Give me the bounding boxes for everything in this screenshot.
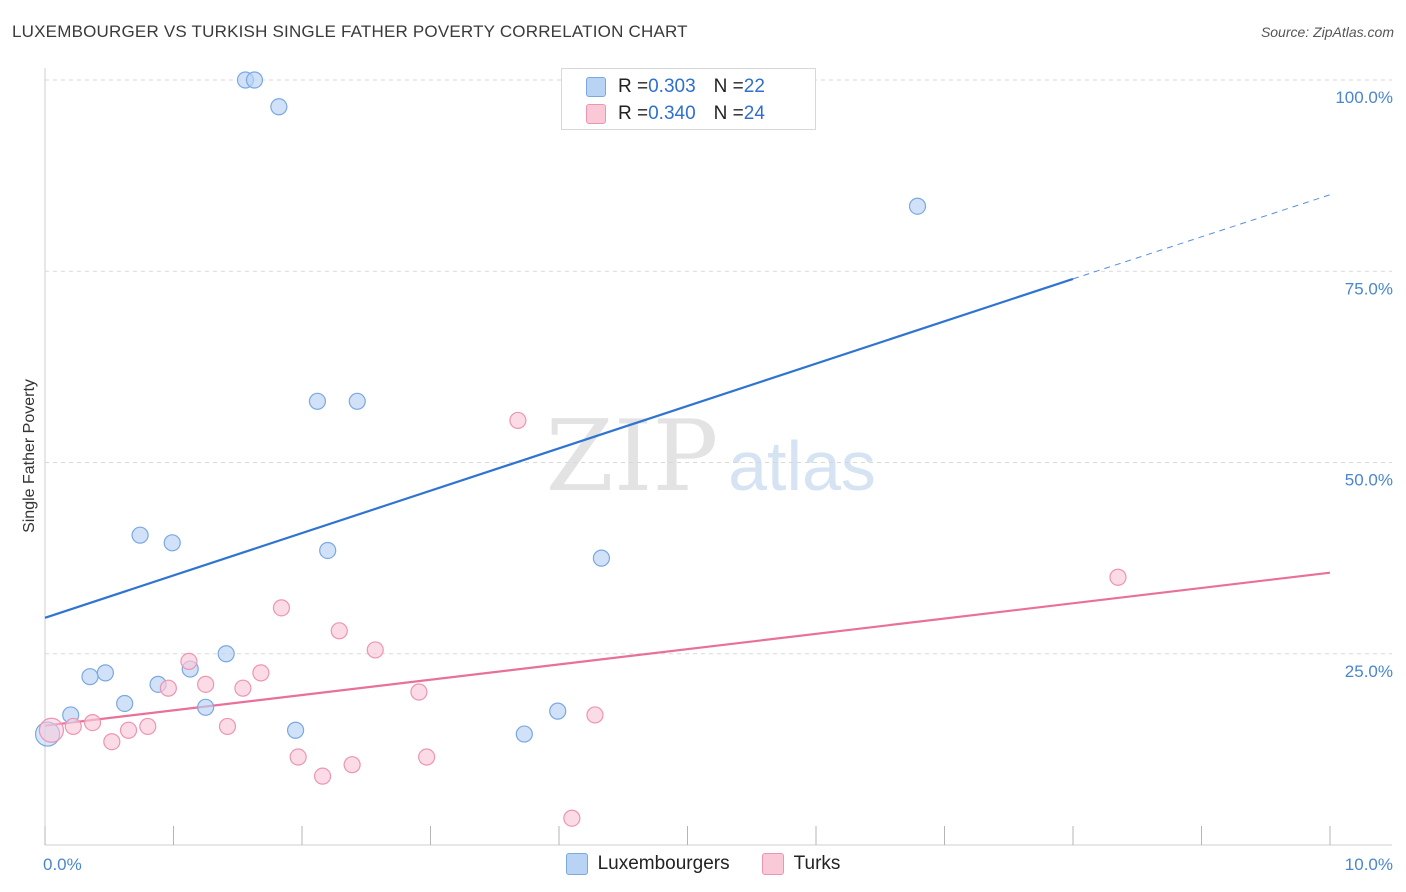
legend-label-turks: Turks bbox=[793, 853, 841, 874]
legend-r-label: R = bbox=[618, 103, 649, 124]
series-legend: Luxembourgers Turks bbox=[0, 851, 1406, 877]
point-turks bbox=[180, 652, 198, 671]
x-tick-label: 10.0% bbox=[1345, 855, 1393, 874]
legend-r-label: R = bbox=[618, 76, 649, 97]
point-luxembourgers bbox=[197, 698, 215, 716]
watermark-atlas: atlas bbox=[728, 427, 876, 505]
source-credit: Source: ZipAtlas.com bbox=[1260, 24, 1394, 40]
point-turks bbox=[343, 756, 361, 774]
watermark-zip: ZIP bbox=[546, 400, 719, 514]
legend-item-luxembourgers[interactable]: Luxembourgers bbox=[565, 853, 730, 875]
y-tick-label: 100.0% bbox=[1335, 88, 1393, 107]
point-turks bbox=[197, 675, 215, 693]
point-turks bbox=[410, 683, 428, 701]
point-turks bbox=[563, 809, 581, 827]
point-luxembourgers bbox=[270, 98, 288, 116]
trend-line-luxembourgers-extension bbox=[1072, 194, 1331, 280]
x-tick-label: 0.0% bbox=[43, 855, 82, 874]
legend-row-luxembourgers: R = 0.303 N = 22 bbox=[586, 75, 765, 99]
y-tick-label: 50.0% bbox=[1345, 471, 1393, 490]
point-luxembourgers bbox=[549, 702, 567, 720]
grid-lines bbox=[45, 79, 1392, 655]
legend-r-value: 0.303 bbox=[648, 76, 696, 97]
legend-label-luxembourgers: Luxembourgers bbox=[597, 853, 730, 874]
legend-n-value: 24 bbox=[743, 103, 765, 124]
point-turks bbox=[289, 748, 307, 766]
legend-n-label: N = bbox=[713, 103, 744, 124]
legend-n-label: N = bbox=[713, 76, 744, 97]
point-luxembourgers bbox=[908, 197, 927, 215]
point-turks bbox=[218, 717, 237, 736]
point-luxembourgers bbox=[217, 645, 235, 663]
chart-title: LUXEMBOURGER VS TURKISH SINGLE FATHER PO… bbox=[12, 22, 688, 41]
y-tick-label: 75.0% bbox=[1345, 279, 1393, 298]
point-turks bbox=[139, 717, 157, 736]
point-luxembourgers bbox=[163, 534, 181, 552]
point-turks bbox=[64, 717, 82, 736]
legend-swatch-pink bbox=[586, 104, 606, 124]
legend-swatch-blue bbox=[586, 77, 606, 97]
point-luxembourgers bbox=[245, 71, 264, 89]
point-luxembourgers bbox=[348, 392, 366, 410]
point-luxembourgers bbox=[286, 721, 305, 739]
trend-lines bbox=[44, 194, 1331, 727]
point-turks bbox=[272, 599, 291, 617]
point-turks bbox=[586, 706, 604, 724]
data-points bbox=[34, 71, 1127, 827]
point-turks bbox=[313, 767, 332, 785]
legend-row-turks: R = 0.340 N = 24 bbox=[586, 102, 765, 126]
point-turks bbox=[366, 641, 384, 659]
point-luxembourgers bbox=[319, 541, 337, 560]
legend-item-turks[interactable]: Turks bbox=[761, 853, 841, 875]
trend-line-turks bbox=[44, 571, 1331, 727]
point-luxembourgers bbox=[515, 725, 533, 743]
trend-line-luxembourgers bbox=[44, 277, 1074, 619]
point-luxembourgers bbox=[592, 549, 611, 567]
point-luxembourgers bbox=[116, 694, 134, 713]
y-tick-label: 25.0% bbox=[1345, 662, 1393, 681]
stats-legend: R = 0.303 N = 22 R = 0.340 N = 24 bbox=[561, 68, 816, 130]
point-turks bbox=[159, 679, 177, 697]
legend-r-value: 0.340 bbox=[648, 103, 696, 124]
legend-swatch-blue bbox=[565, 853, 588, 875]
point-turks bbox=[234, 679, 252, 697]
point-luxembourgers bbox=[131, 526, 149, 544]
point-turks bbox=[252, 664, 270, 682]
point-luxembourgers bbox=[96, 664, 114, 682]
point-turks bbox=[1109, 568, 1127, 586]
legend-n-value: 22 bbox=[743, 76, 765, 97]
point-turks bbox=[83, 713, 102, 732]
legend-swatch-pink bbox=[761, 853, 784, 875]
point-turks bbox=[103, 733, 121, 751]
point-luxembourgers bbox=[81, 668, 99, 686]
point-turks bbox=[119, 721, 138, 739]
axes bbox=[44, 68, 1392, 846]
point-luxembourgers bbox=[308, 392, 327, 410]
point-turks bbox=[330, 622, 348, 640]
tick-labels: 25.0% 50.0% 75.0% 100.0% 0.0% 10.0% bbox=[43, 88, 1393, 874]
point-turks bbox=[509, 411, 527, 430]
point-turks bbox=[418, 748, 436, 766]
y-axis-label: Single Father Poverty bbox=[21, 379, 38, 533]
point-turks bbox=[38, 717, 65, 743]
